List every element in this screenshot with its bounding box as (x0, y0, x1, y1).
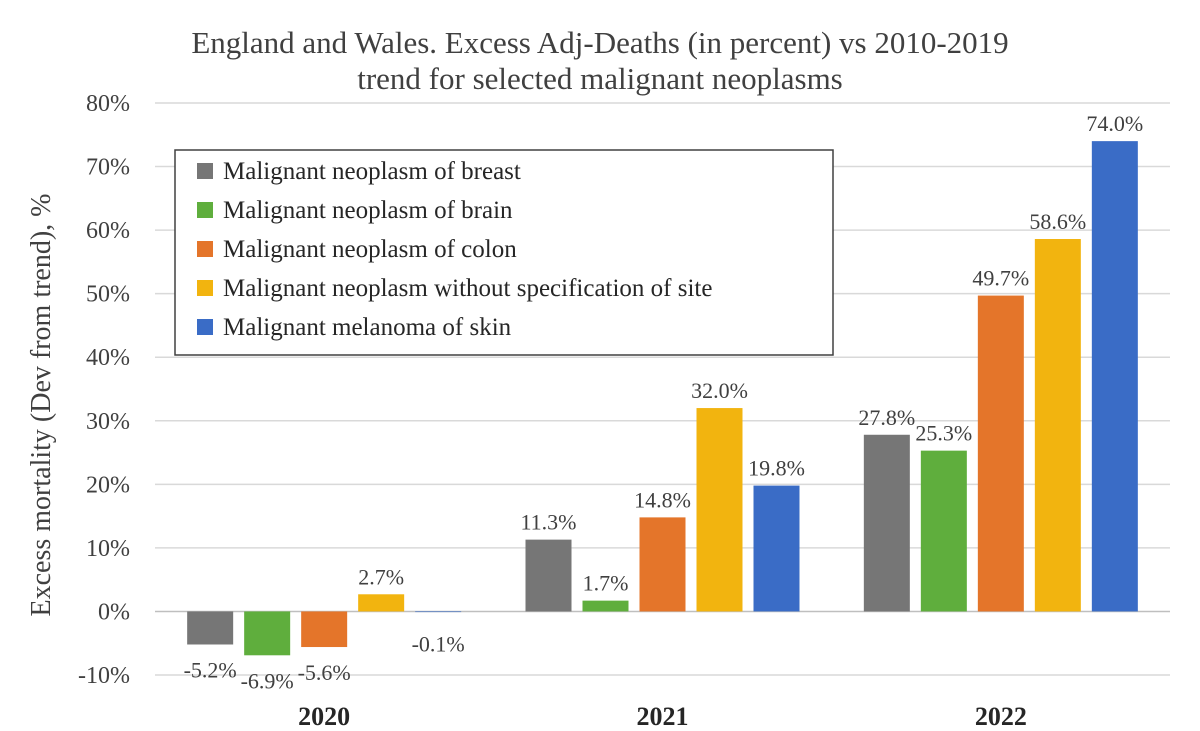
y-tick-label: -10% (78, 663, 130, 689)
y-tick-label: 0% (98, 599, 130, 625)
data-label: 32.0% (691, 378, 748, 403)
legend-entry: Malignant neoplasm of colon (223, 236, 517, 263)
data-label: 74.0% (1086, 111, 1143, 136)
chart-title-line: England and Wales. Excess Adj-Deaths (in… (191, 25, 1008, 60)
x-category-label: 2022 (975, 702, 1027, 731)
y-axis-label: Excess mortality (Dev from trend), % (26, 194, 57, 617)
data-label: -0.1% (412, 631, 465, 656)
data-label: 27.8% (858, 405, 915, 430)
legend: Malignant neoplasm of breast Malignant ne… (174, 149, 834, 356)
data-label: 25.3% (915, 421, 972, 446)
bar (920, 450, 967, 612)
bar (863, 434, 910, 612)
bar (525, 539, 572, 612)
x-category-label: 2020 (298, 702, 350, 731)
legend-swatch (197, 241, 213, 257)
data-label: 2.7% (358, 564, 404, 589)
bar (187, 611, 234, 645)
bar (1034, 239, 1081, 612)
legend-entry: Malignant neoplasm of breast (223, 158, 521, 185)
x-axis-categories: 2020 2021 2022 (298, 702, 1027, 731)
y-tick-label: 60% (86, 218, 130, 244)
y-tick-label: 30% (86, 409, 130, 435)
data-label: -5.2% (184, 657, 237, 682)
legend-box (174, 149, 834, 356)
y-tick-label: 40% (86, 345, 130, 371)
data-label: 14.8% (634, 487, 691, 512)
bar (977, 295, 1024, 612)
data-label: -6.9% (241, 668, 294, 693)
bar (753, 485, 800, 612)
x-category-label: 2021 (637, 702, 689, 731)
y-tick-label: 50% (86, 282, 130, 308)
y-tick-label: 20% (86, 472, 130, 498)
y-tick-label: 70% (86, 155, 130, 181)
chart-title-line: trend for selected malignant neoplasms (357, 61, 843, 96)
bar (639, 517, 686, 612)
bars (187, 141, 1138, 656)
legend-entry: Malignant melanoma of skin (223, 314, 512, 341)
legend-swatch (197, 163, 213, 179)
bar (415, 611, 462, 613)
legend-swatch (197, 280, 213, 296)
bar (244, 611, 291, 656)
y-tick-label: 80% (86, 91, 130, 117)
legend-swatch (197, 202, 213, 218)
legend-entry: Malignant neoplasm without specification… (223, 275, 712, 302)
legend-entry: Malignant neoplasm of brain (223, 197, 513, 224)
data-label: 19.8% (748, 456, 805, 481)
chart-title: England and Wales. Excess Adj-Deaths (in… (191, 25, 1008, 96)
bar (582, 600, 629, 612)
data-labels: -5.2% -6.9% -5.6% 2.7% -0.1% 11.3% 1.7% 14.8% 32… (184, 111, 1144, 693)
bar (696, 408, 743, 612)
data-label: 58.6% (1029, 209, 1086, 234)
data-label: -5.6% (298, 660, 351, 685)
data-label: 49.7% (972, 266, 1029, 291)
y-axis-title: Excess mortality (Dev from trend), % (26, 194, 57, 617)
data-label: 11.3% (520, 510, 576, 535)
bar (301, 611, 348, 648)
bar (358, 594, 405, 612)
y-tick-label: 10% (86, 536, 130, 562)
legend-swatch (197, 319, 213, 335)
data-label: 1.7% (583, 571, 629, 596)
bar (1091, 141, 1138, 612)
y-axis-ticks: -10% 0% 10% 20% 30% 40% 50% 60% 70% 80% (78, 91, 130, 689)
